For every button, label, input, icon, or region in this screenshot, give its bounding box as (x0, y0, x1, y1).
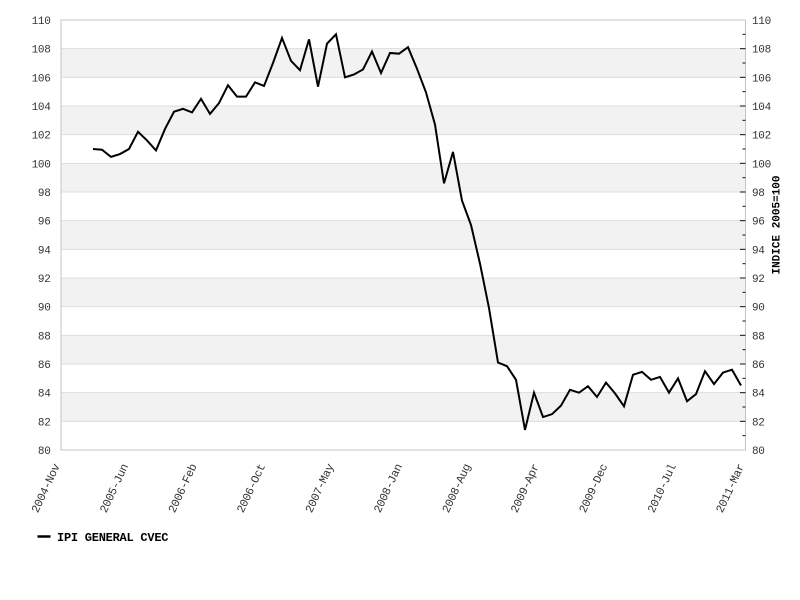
svg-text:84: 84 (38, 389, 51, 401)
svg-text:94: 94 (38, 245, 51, 257)
svg-text:88: 88 (752, 331, 765, 343)
svg-text:96: 96 (752, 217, 765, 229)
svg-text:IPI GENERAL CVEC: IPI GENERAL CVEC (57, 531, 168, 545)
svg-text:82: 82 (38, 417, 51, 429)
svg-text:82: 82 (752, 417, 765, 429)
svg-text:92: 92 (38, 274, 51, 286)
svg-text:102: 102 (752, 131, 771, 143)
svg-text:100: 100 (752, 159, 771, 171)
svg-text:86: 86 (38, 360, 51, 372)
svg-text:84: 84 (752, 389, 765, 401)
svg-text:104: 104 (32, 102, 52, 114)
svg-text:98: 98 (38, 188, 51, 200)
svg-text:94: 94 (752, 245, 765, 257)
svg-text:80: 80 (38, 446, 51, 458)
svg-text:108: 108 (32, 45, 51, 57)
svg-text:86: 86 (752, 360, 765, 372)
svg-text:90: 90 (752, 303, 765, 315)
svg-text:110: 110 (32, 16, 51, 28)
svg-text:106: 106 (752, 73, 771, 85)
svg-text:106: 106 (32, 73, 51, 85)
svg-text:102: 102 (32, 131, 51, 143)
svg-text:98: 98 (752, 188, 765, 200)
svg-text:88: 88 (38, 331, 51, 343)
svg-text:104: 104 (752, 102, 772, 114)
svg-text:90: 90 (38, 303, 51, 315)
svg-text:INDICE 2005=100: INDICE 2005=100 (772, 175, 784, 274)
svg-text:80: 80 (752, 446, 765, 458)
svg-text:92: 92 (752, 274, 765, 286)
svg-text:108: 108 (752, 45, 771, 57)
svg-text:110: 110 (752, 16, 771, 28)
svg-text:96: 96 (38, 217, 51, 229)
svg-text:100: 100 (32, 159, 51, 171)
